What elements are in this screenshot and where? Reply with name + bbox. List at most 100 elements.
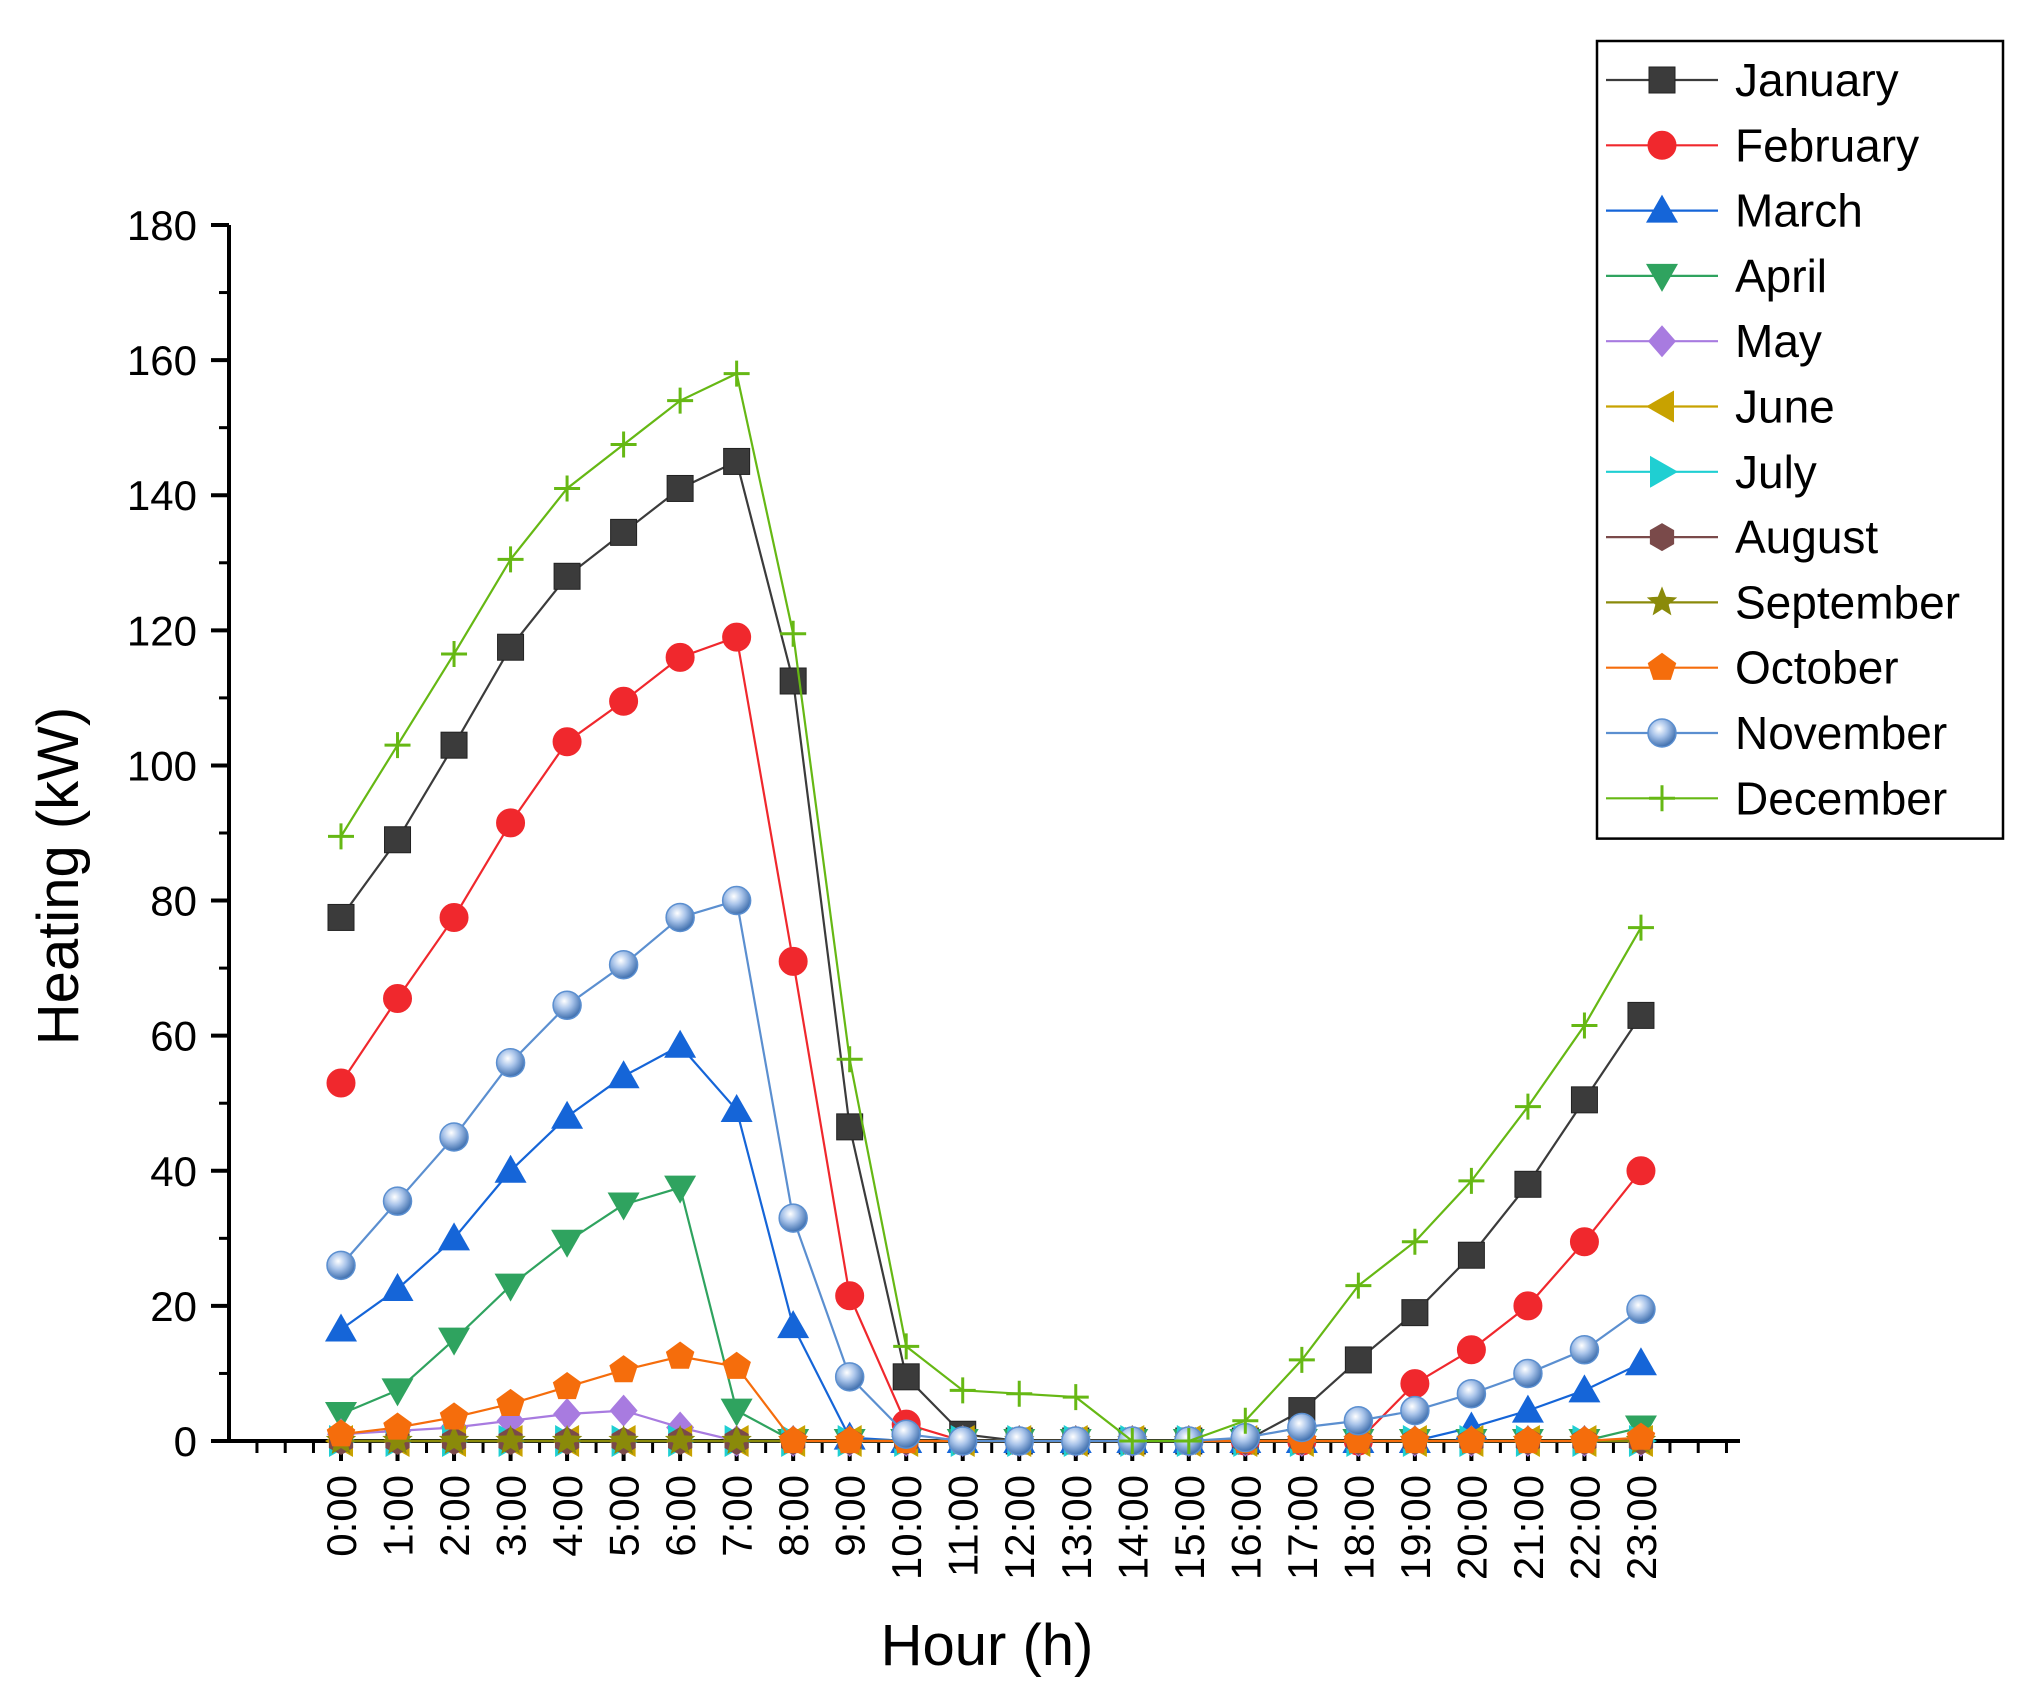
- data-point: [1570, 1086, 1598, 1114]
- data-point: [664, 1175, 697, 1204]
- data-point: [665, 1341, 695, 1369]
- data-point: [778, 1203, 808, 1233]
- legend-label: July: [1735, 446, 1817, 498]
- data-point: [1401, 1228, 1428, 1255]
- series-line: [340, 459, 1642, 1443]
- data-point: [1456, 1335, 1486, 1365]
- legend-label: August: [1735, 511, 1878, 563]
- legend-label: May: [1735, 315, 1822, 367]
- x-tick-label: 3:00: [488, 1475, 535, 1557]
- x-axis-label: Hour (h): [881, 1613, 1094, 1678]
- data-point: [609, 1394, 638, 1427]
- data-point: [664, 1425, 696, 1454]
- data-point: [1511, 1394, 1544, 1423]
- legend-marker: [1648, 325, 1676, 358]
- data-point: [554, 475, 581, 502]
- data-point: [665, 902, 695, 933]
- data-point: [326, 1419, 356, 1447]
- legend-item: December: [1606, 772, 1947, 824]
- data-point: [1569, 1227, 1599, 1257]
- x-tick-label: 4:00: [544, 1475, 591, 1557]
- data-point: [1513, 1426, 1543, 1454]
- data-point: [777, 1310, 810, 1339]
- data-point: [892, 1363, 920, 1391]
- data-point: [1006, 1380, 1033, 1407]
- data-point: [720, 1398, 753, 1427]
- legend-label: January: [1735, 54, 1899, 106]
- data-point: [1401, 1299, 1429, 1327]
- data-point: [1458, 1167, 1485, 1194]
- data-point: [1570, 1426, 1599, 1454]
- data-point: [664, 1029, 697, 1058]
- legend-item: October: [1606, 642, 1899, 694]
- data-point: [608, 949, 639, 980]
- data-point: [667, 387, 694, 414]
- legend-label: June: [1735, 381, 1835, 433]
- data-point: [552, 1371, 582, 1400]
- data-point: [721, 1425, 752, 1454]
- series-line: [340, 1355, 1642, 1443]
- legend-label: December: [1735, 772, 1947, 824]
- data-point: [1514, 1170, 1542, 1198]
- data-point: [1175, 1428, 1202, 1454]
- data-point: [439, 1402, 469, 1430]
- legend-label: March: [1735, 185, 1863, 237]
- data-point: [1568, 1374, 1601, 1403]
- data-point: [1627, 914, 1654, 941]
- x-tick-label: 18:00: [1335, 1475, 1382, 1580]
- y-tick-label: 140: [127, 472, 197, 519]
- y-tick-label: 20: [150, 1283, 197, 1330]
- data-point: [438, 1327, 471, 1356]
- data-point: [325, 1313, 357, 1342]
- legend-item: September: [1606, 576, 1960, 628]
- data-point: [778, 1426, 808, 1454]
- legend-item: January: [1606, 54, 1899, 106]
- data-point: [328, 823, 354, 850]
- series-line: [340, 372, 1642, 1443]
- data-point: [1457, 1426, 1486, 1454]
- x-tick-label: 23:00: [1618, 1475, 1665, 1580]
- data-point: [1400, 1369, 1430, 1399]
- data-point: [1514, 1093, 1541, 1120]
- y-tick-label: 60: [150, 1013, 197, 1060]
- data-point: [441, 640, 468, 667]
- x-tick-label: 16:00: [1222, 1475, 1269, 1580]
- data-point: [1062, 1384, 1089, 1411]
- data-point: [383, 1412, 412, 1440]
- data-point: [835, 1426, 864, 1454]
- legend-item: June: [1606, 381, 1835, 433]
- series-line: [340, 1044, 1642, 1443]
- y-tick-label: 180: [127, 202, 197, 249]
- data-point: [722, 622, 752, 652]
- data-point: [383, 984, 413, 1014]
- legend-label: February: [1735, 119, 1919, 171]
- legend-box: [1595, 39, 2005, 840]
- axes: 0 20 40 60 80 100 120 140 160 180 0:00 1:00 2:00 3:00…: [127, 202, 1740, 1580]
- data-point: [495, 1425, 526, 1454]
- data-point: [497, 633, 525, 661]
- y-tick-label: 0: [174, 1418, 197, 1465]
- series-line: [340, 635, 1642, 1443]
- data-point: [381, 1378, 414, 1407]
- data-point: [438, 1222, 471, 1251]
- series-march: [325, 1029, 1657, 1453]
- data-point: [720, 1093, 753, 1122]
- x-tick-label: 14:00: [1109, 1475, 1156, 1580]
- data-point: [552, 727, 582, 757]
- legend-marker: [1647, 130, 1677, 160]
- data-point: [1344, 1346, 1372, 1374]
- legend-label: October: [1735, 642, 1899, 694]
- data-point: [1457, 1241, 1485, 1269]
- data-point: [495, 1047, 526, 1078]
- data-point: [1571, 1012, 1598, 1039]
- data-point: [835, 1281, 865, 1311]
- data-point: [496, 1388, 525, 1416]
- data-point: [439, 1122, 469, 1152]
- data-point: [723, 447, 751, 475]
- legend: January February March April May June July Augu…: [1595, 39, 2005, 840]
- data-point: [551, 1229, 584, 1258]
- x-tick-label: 6:00: [657, 1475, 704, 1557]
- data-point: [665, 642, 695, 672]
- data-point: [722, 1351, 751, 1379]
